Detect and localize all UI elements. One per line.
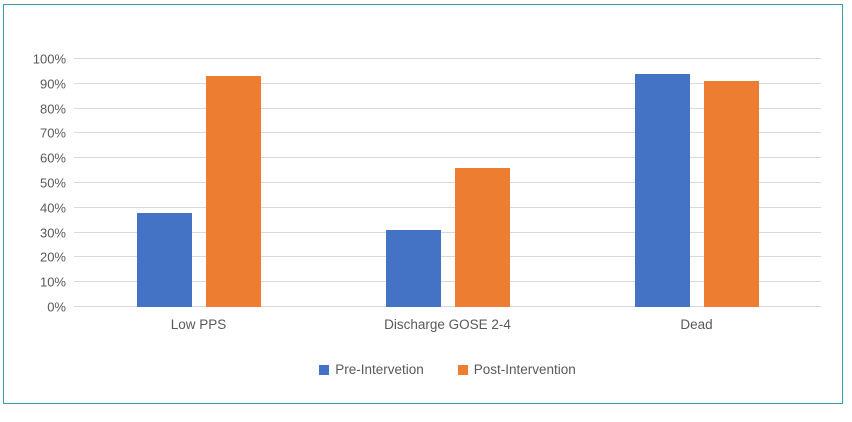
legend-swatch-pre-intervention-icon bbox=[319, 364, 330, 375]
y-tick-label-60: 60% bbox=[39, 150, 66, 166]
x-category-label-dead: Dead bbox=[680, 317, 713, 332]
bar-pre-intervetion-dead bbox=[634, 73, 690, 307]
x-axis-labels: Low PPS Discharge GOSE 2-4 Dead bbox=[74, 317, 821, 332]
y-tick-label-50: 50% bbox=[39, 175, 66, 191]
bar-group-discharge-gose-2-4 bbox=[323, 59, 572, 307]
bar-post-intervention-low-pps bbox=[205, 76, 261, 307]
gridline-60 bbox=[74, 157, 821, 159]
y-tick-label-90: 90% bbox=[39, 76, 66, 92]
y-tick-label-30: 30% bbox=[39, 225, 66, 241]
legend-label-post-intervention: Post-Intervention bbox=[473, 362, 576, 377]
chart-frame: 0% 10% 20% 30% 40% 50% 60% 70% 80% 90% 100% Low PP… bbox=[3, 4, 843, 404]
gridline-100 bbox=[74, 58, 821, 59]
y-tick-label-100: 100% bbox=[32, 51, 66, 67]
bar-post-intervention-discharge-gose-2-4 bbox=[454, 168, 510, 307]
gridline-70 bbox=[74, 132, 821, 134]
gridline-50 bbox=[74, 182, 821, 183]
gridline-30 bbox=[74, 231, 821, 233]
y-tick-label-40: 40% bbox=[39, 200, 66, 216]
x-category-label-discharge-gose-2-4: Discharge GOSE 2-4 bbox=[384, 317, 511, 332]
legend: Pre-Intervetion Post-Intervention bbox=[74, 362, 821, 377]
legend-item-post-intervention: Post-Intervention bbox=[457, 362, 576, 377]
gridline-20 bbox=[74, 256, 821, 258]
gridline-40 bbox=[74, 206, 821, 208]
x-category-label-low-pps: Low PPS bbox=[170, 317, 227, 332]
gridline-10 bbox=[74, 281, 821, 283]
y-tick-label-20: 20% bbox=[39, 249, 66, 265]
gridlines bbox=[74, 58, 821, 307]
bar-pre-intervetion-discharge-gose-2-4 bbox=[385, 230, 441, 307]
gridline-0 bbox=[74, 306, 821, 307]
bar-post-intervention-dead bbox=[703, 81, 759, 307]
bar-group-dead bbox=[572, 59, 821, 307]
gridline-80 bbox=[74, 107, 821, 109]
legend-swatch-post-intervention-icon bbox=[457, 364, 468, 375]
gridline-90 bbox=[74, 82, 821, 84]
bar-pre-intervetion-low-pps bbox=[136, 212, 192, 307]
plot-area bbox=[74, 58, 821, 307]
y-tick-label-70: 70% bbox=[39, 125, 66, 141]
bar-group-low-pps bbox=[74, 59, 323, 307]
legend-label-pre-intervention: Pre-Intervetion bbox=[335, 362, 424, 377]
legend-item-pre-intervention: Pre-Intervetion bbox=[319, 362, 424, 377]
y-tick-label-80: 80% bbox=[39, 101, 66, 117]
y-tick-label-10: 10% bbox=[39, 274, 66, 290]
y-axis-labels: 0% 10% 20% 30% 40% 50% 60% 70% 80% 90% 100% bbox=[4, 52, 66, 315]
bars-container bbox=[74, 59, 821, 307]
y-tick-label-0: 0% bbox=[47, 299, 66, 315]
